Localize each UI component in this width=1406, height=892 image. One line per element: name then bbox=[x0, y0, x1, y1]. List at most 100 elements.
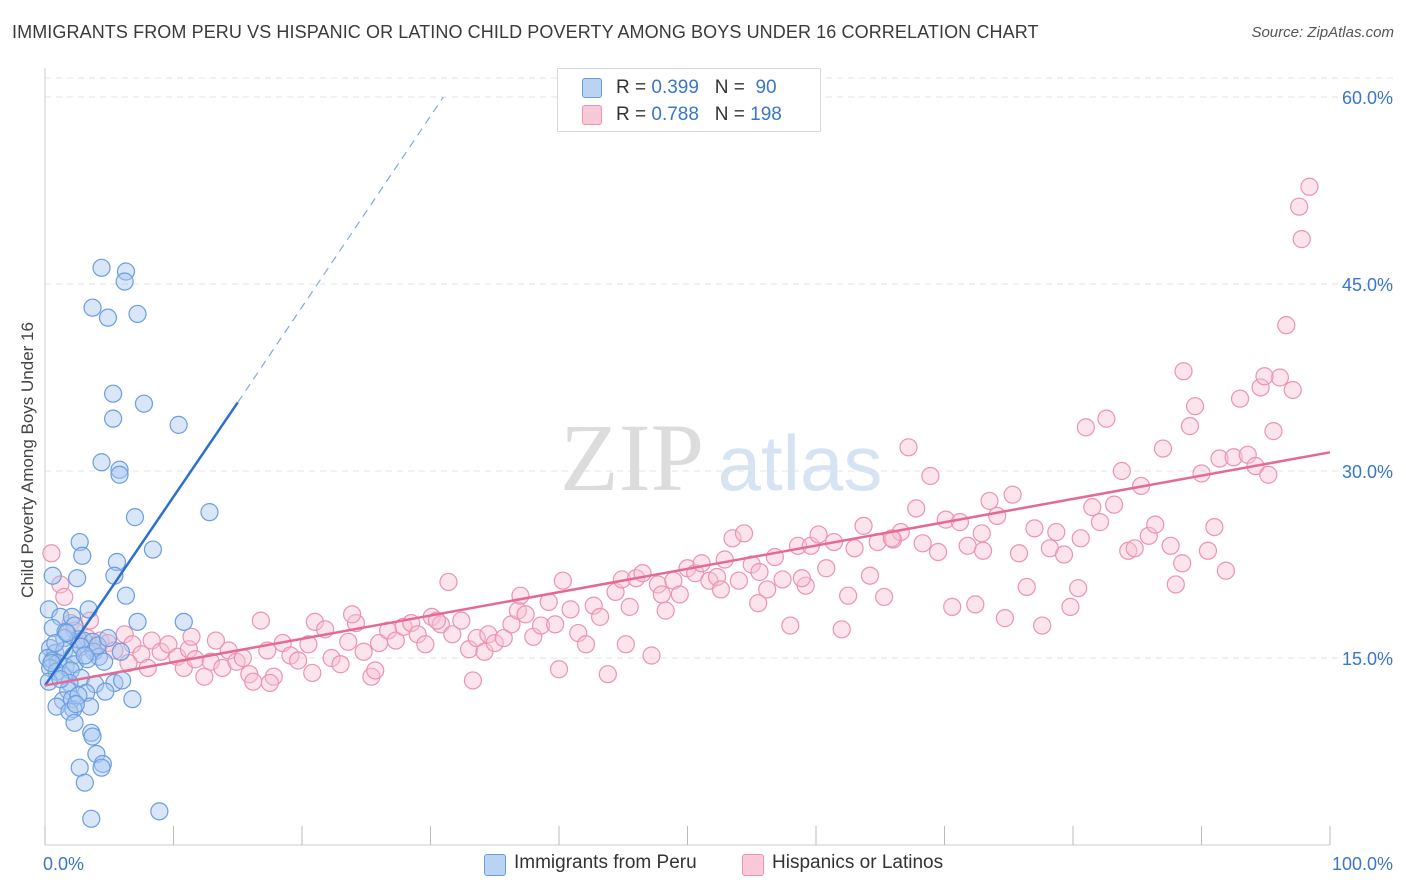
data-point-hispanic bbox=[1166, 575, 1185, 594]
data-point-hispanic bbox=[244, 672, 263, 691]
data-point-hispanic bbox=[1230, 389, 1250, 408]
data-point-hispanic bbox=[1125, 539, 1144, 558]
data-point-hispanic bbox=[289, 651, 308, 670]
data-point-peru bbox=[92, 258, 111, 277]
data-point-hispanic bbox=[386, 631, 405, 650]
data-point-hispanic bbox=[1270, 368, 1289, 387]
data-point-hispanic bbox=[839, 586, 858, 605]
data-point-hispanic bbox=[734, 524, 754, 543]
data-point-hispanic bbox=[882, 529, 901, 548]
legend-r-value: 0.399 bbox=[651, 77, 699, 98]
data-point-peru bbox=[104, 409, 123, 428]
data-point-hispanic bbox=[980, 491, 999, 511]
y-tick-label: 30.0% bbox=[1342, 462, 1393, 482]
data-point-peru bbox=[88, 636, 107, 655]
data-point-hispanic bbox=[692, 554, 711, 573]
data-point-hispanic bbox=[1003, 485, 1022, 504]
data-point-hispanic bbox=[860, 566, 880, 585]
data-point-peru bbox=[65, 713, 84, 732]
data-point-hispanic bbox=[921, 466, 940, 486]
data-point-peru bbox=[65, 616, 84, 635]
data-point-hispanic bbox=[1255, 367, 1274, 386]
data-point-hispanic bbox=[1153, 439, 1173, 458]
data-point-peru bbox=[134, 394, 154, 413]
data-point-hispanic bbox=[711, 580, 731, 599]
data-point-peru bbox=[98, 628, 118, 648]
data-point-hispanic bbox=[1009, 544, 1029, 563]
data-point-hispanic bbox=[1105, 495, 1124, 514]
data-point-hispanic bbox=[758, 580, 777, 599]
data-point-peru bbox=[115, 272, 134, 291]
legend-r-label: R = bbox=[616, 104, 647, 125]
data-point-peru bbox=[83, 298, 102, 317]
data-point-peru bbox=[79, 600, 98, 619]
data-point-hispanic bbox=[561, 600, 580, 619]
data-point-hispanic bbox=[750, 562, 769, 582]
data-point-hispanic bbox=[1283, 380, 1302, 400]
watermark: ZIP atlas bbox=[560, 404, 882, 511]
data-point-hispanic bbox=[233, 648, 252, 668]
data-point-hispanic bbox=[950, 513, 970, 532]
data-point-peru bbox=[116, 586, 136, 605]
data-point-hispanic bbox=[299, 635, 318, 654]
data-point-peru bbox=[55, 628, 74, 648]
data-point-peru bbox=[70, 532, 89, 552]
data-point-hispanic bbox=[1071, 529, 1090, 548]
data-point-peru bbox=[73, 546, 92, 565]
data-point-hispanic bbox=[656, 601, 675, 620]
data-point-hispanic bbox=[670, 585, 689, 604]
data-point-hispanic bbox=[995, 609, 1014, 628]
data-point-hispanic bbox=[1277, 316, 1296, 335]
data-point-hispanic bbox=[1174, 362, 1193, 381]
data-point-peru bbox=[57, 623, 76, 643]
data-point-hispanic bbox=[817, 559, 836, 578]
bottom-legend-label: Hispanics or Latinos bbox=[772, 852, 944, 873]
data-point-hispanic bbox=[339, 632, 358, 651]
data-point-hispanic bbox=[723, 529, 742, 548]
data-point-hispanic bbox=[620, 597, 639, 616]
data-point-peru bbox=[123, 690, 142, 709]
tick-labels: 15.0% 30.0% 45.0% 60.0% 0.0% 100.0% bbox=[43, 88, 1393, 874]
data-point-hispanic bbox=[907, 499, 926, 518]
data-point-peru bbox=[92, 453, 111, 472]
trend-lines bbox=[43, 96, 1331, 687]
data-point-peru bbox=[98, 308, 118, 327]
data-point-hispanic bbox=[1025, 519, 1044, 538]
y-tick-label: 15.0% bbox=[1342, 649, 1393, 669]
data-point-peru bbox=[80, 697, 100, 716]
data-point-hispanic bbox=[182, 627, 201, 646]
data-point-peru bbox=[200, 503, 219, 522]
data-point-hispanic bbox=[809, 525, 828, 544]
data-point-hispanic bbox=[1069, 579, 1088, 598]
data-point-hispanic bbox=[494, 628, 513, 648]
data-point-hispanic bbox=[1180, 417, 1200, 436]
data-point-hispanic bbox=[511, 586, 530, 605]
data-point-hispanic bbox=[773, 570, 792, 589]
data-point-hispanic bbox=[531, 616, 551, 635]
y-tick-label: 60.0% bbox=[1342, 88, 1393, 108]
data-point-peru bbox=[169, 415, 188, 434]
data-point-hispanic bbox=[452, 611, 471, 630]
data-point-hispanic bbox=[439, 572, 458, 592]
data-point-peru bbox=[96, 682, 115, 701]
data-point-hispanic bbox=[151, 642, 170, 661]
data-point-peru bbox=[125, 508, 145, 527]
data-point-peru bbox=[111, 642, 130, 661]
data-point-hispanic bbox=[715, 550, 734, 569]
legend-n-value: 90 bbox=[755, 77, 777, 98]
data-point-hispanic bbox=[642, 646, 661, 665]
data-point-hispanic bbox=[1173, 554, 1192, 573]
data-point-hispanic bbox=[546, 615, 565, 634]
data-point-hispanic bbox=[792, 569, 811, 588]
data-point-hispanic bbox=[553, 571, 572, 590]
data-point-hispanic bbox=[331, 655, 350, 674]
data-point-hispanic bbox=[928, 542, 948, 562]
data-point-hispanic bbox=[408, 625, 427, 644]
data-point-hispanic bbox=[366, 661, 385, 680]
data-point-hispanic bbox=[1185, 397, 1205, 416]
trend-line-hispanic bbox=[44, 451, 1331, 687]
correlation-legend: R = 0.399 N = 90 R = 0.788 N = 198 bbox=[557, 68, 821, 132]
data-point-hispanic bbox=[1205, 517, 1224, 537]
data-point-peru bbox=[104, 384, 123, 403]
legend-swatch-pink bbox=[582, 105, 602, 125]
